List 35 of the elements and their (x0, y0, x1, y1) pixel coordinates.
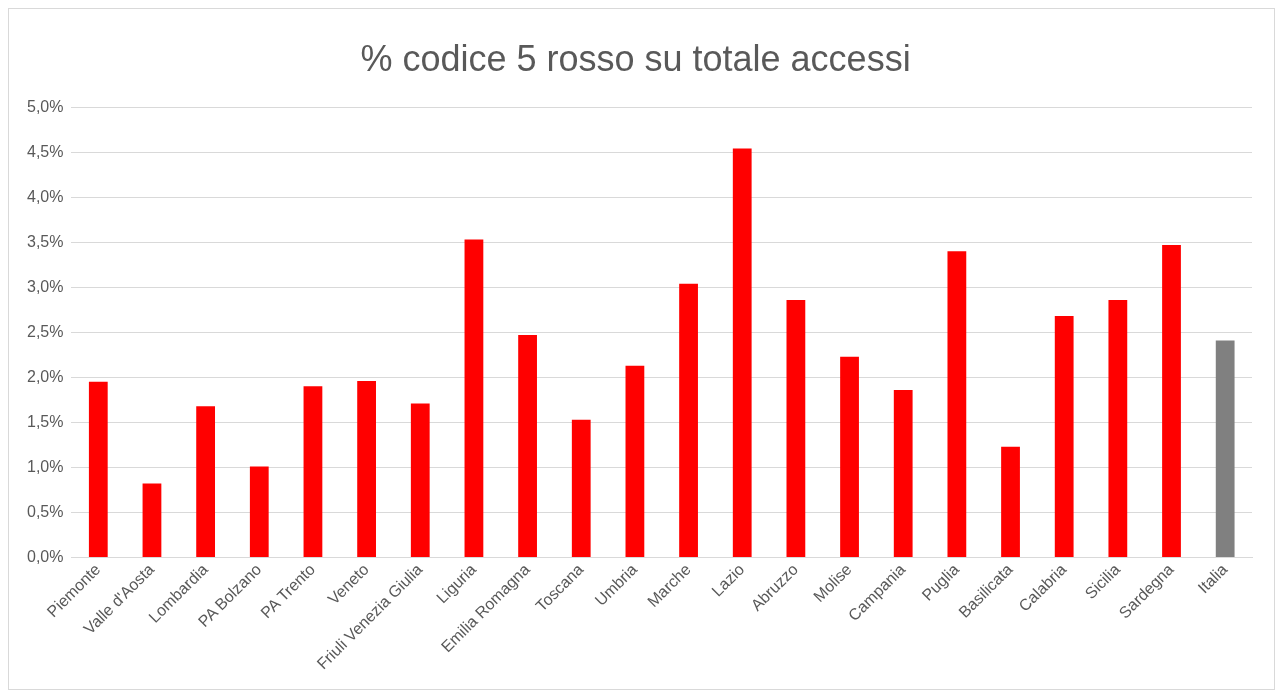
y-tick-label: 0,0% (27, 547, 64, 565)
y-tick-label: 4,0% (27, 187, 64, 205)
y-tick-label: 4,5% (27, 142, 64, 160)
bar (1108, 299, 1128, 557)
chart-title: % codice 5 rosso su totale accessi (360, 37, 911, 79)
x-tick-label: Italia (1194, 560, 1231, 597)
y-tick-label: 0,5% (27, 502, 64, 520)
bar (625, 365, 645, 557)
bar (840, 356, 859, 557)
y-tick-label: 2,0% (27, 367, 64, 385)
y-tick-label: 3,0% (27, 277, 64, 295)
bar (518, 335, 537, 557)
bar (679, 283, 698, 557)
bar (786, 299, 806, 557)
bar (88, 381, 108, 557)
bar (464, 239, 484, 557)
bar (196, 406, 216, 557)
bar (732, 148, 752, 557)
bar (1001, 446, 1020, 557)
y-tick-label: 2,5% (27, 322, 64, 340)
bar (410, 403, 430, 557)
y-tick-label: 3,5% (27, 232, 64, 250)
y-tick-label: 1,5% (27, 412, 64, 430)
bar (249, 466, 269, 557)
bar (357, 380, 376, 557)
bar (1054, 316, 1074, 557)
bar (893, 389, 913, 557)
y-tick-label: 5,0% (27, 97, 64, 115)
bar (1162, 244, 1181, 557)
bar (303, 386, 323, 557)
bar (571, 419, 591, 557)
bar (142, 483, 162, 557)
bar (1215, 340, 1235, 557)
bar (947, 251, 967, 557)
y-tick-label: 1,0% (27, 457, 64, 475)
